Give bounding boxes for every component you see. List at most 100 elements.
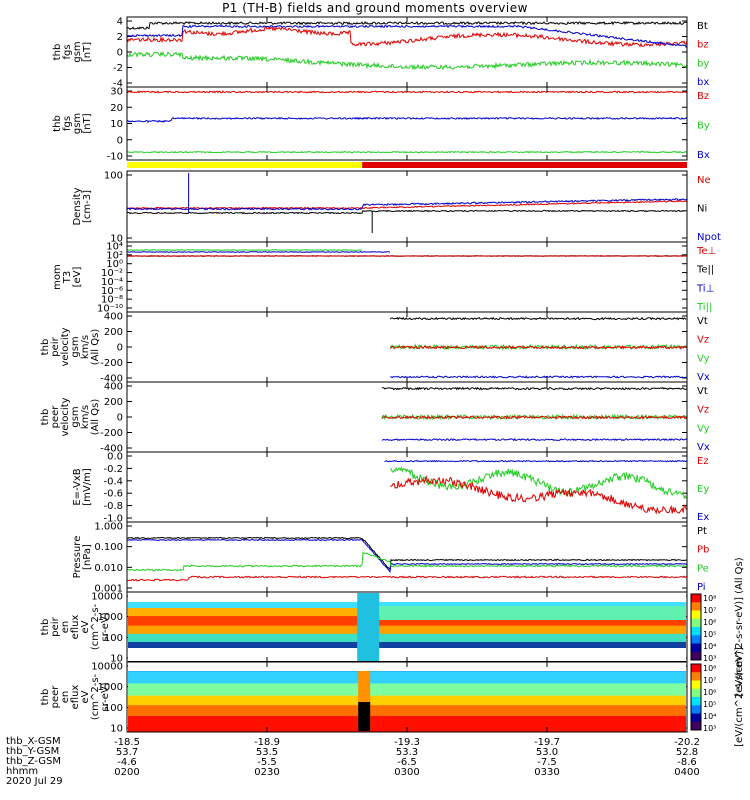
ytick-density-0: 100 <box>104 171 123 182</box>
footer-z-3: -7.5 <box>537 757 557 768</box>
ylabel-fgs2-2: gsm <box>72 113 83 134</box>
ytick-peir_vel-0: 400 <box>104 312 123 323</box>
ytick-peir_en-2: 100 <box>104 633 123 644</box>
legend-peer_vel-Vz: Vz <box>697 405 709 416</box>
trace-By <box>127 150 688 154</box>
ytick-peir_vel-4: -400 <box>100 374 123 385</box>
ylabel-peir_en-0: thb <box>40 619 51 636</box>
ylabel-peir_en-3: eflux <box>70 615 81 640</box>
colorbar-tick-peir_en-1: 10⁷ <box>703 606 716 615</box>
colorbar-frame-peir_en <box>690 593 702 661</box>
colorbar-tick-peer_en-3: 10⁵ <box>703 700 716 709</box>
ytick-pressure-1: 0.100 <box>94 542 123 553</box>
legend-peer_vel-Vy: Vy <box>697 423 710 434</box>
trace-Vt <box>389 316 687 321</box>
ylabel-fgs-2: gsm <box>72 41 83 62</box>
ytick-temp-3: 10⁻² <box>101 268 123 279</box>
ylabel-fgs2-3: [nT] <box>82 113 93 133</box>
ytick-efield-5: -1.0 <box>103 514 123 525</box>
ytick-pressure-3: 0.001 <box>94 584 123 595</box>
legend-peir_vel-Vt: Vt <box>697 316 708 327</box>
colorbar-peir_en-3 <box>691 618 701 628</box>
legend-pressure-Pb: Pb <box>697 545 709 556</box>
spec-transition <box>357 593 380 661</box>
panel-frame-density <box>126 170 688 243</box>
ytick-efield-3: -0.6 <box>103 489 123 500</box>
footer-x-0: -18.5 <box>114 737 140 748</box>
colorbar-tick-peer_en-4: 10⁴ <box>703 712 716 721</box>
region-bar-yellow <box>127 162 363 168</box>
ylabel-fgs-3: [nT] <box>82 42 93 62</box>
legend-density-Ne: Ne <box>697 175 711 186</box>
panel-density: Density [cm-3] 100 10 Ne Ni Npot <box>72 170 721 245</box>
footer-y-4: 52.8 <box>676 747 698 758</box>
footer-label-z: thb_Z-GSM <box>6 756 61 767</box>
trace-Vz <box>381 414 687 420</box>
ylabel-fgs2-0: thb <box>52 115 63 132</box>
legend-peir_vel-Vz: Vz <box>697 335 709 346</box>
ytick-peir_en-1: 1000 <box>98 612 123 623</box>
ytick-peer_vel-1: 200 <box>104 397 123 408</box>
legend-peir_vel-Vx: Vx <box>697 372 710 383</box>
ytick-pressure-2: 0.010 <box>94 563 123 574</box>
ytick-peer_en-2: 100 <box>104 703 123 714</box>
ylabel-peer_vel-1: peer <box>50 405 61 429</box>
ylabel-pressure-0: Pressure <box>72 536 83 579</box>
colorbar-peer_en-0 <box>691 664 701 673</box>
ytick-peer_en-0: 10000 <box>91 662 123 673</box>
ylabel-peir_vel-2: velocity <box>60 327 71 366</box>
ylabel-efield-1: [mV/m] <box>82 468 93 506</box>
footer-label-hhmm: hhmm <box>6 766 39 777</box>
trace-Pe <box>126 551 688 572</box>
colorbar-peir_en-4 <box>691 627 701 636</box>
legend-fgs2-Bx: Bx <box>697 150 710 161</box>
legend-fgs2-Bz: Bz <box>697 91 709 102</box>
ylabel-peer_vel-0: thb <box>40 409 51 426</box>
footer-hhmm-3: 0330 <box>534 767 559 778</box>
legend-peer_vel-Vt: Vt <box>697 386 708 397</box>
ylabel-density-1: [cm-3] <box>82 190 93 223</box>
colorbar-peir_en-6 <box>691 643 701 653</box>
footer-hhmm-0: 0200 <box>114 767 139 778</box>
ytick-peir_en-0: 10000 <box>91 592 123 603</box>
legend-efield-Ex: Ex <box>697 512 709 523</box>
ylabel-fgs-1: fgs <box>62 44 73 59</box>
ytick-temp-6: 10⁻⁸ <box>101 295 123 306</box>
colorbar-tick-peir_en-4: 10⁴ <box>703 642 716 651</box>
ylabel-peer_en-6: sr-eV) <box>100 682 111 711</box>
ytick-peer_vel-0: 400 <box>104 382 123 393</box>
footer-z-0: -4.6 <box>117 757 137 768</box>
footer-hhmm-1: 0230 <box>254 767 279 778</box>
spec-upper-band <box>379 606 686 620</box>
colorbar-peer_en-5 <box>691 705 701 714</box>
ytick-efield-1: -0.2 <box>103 464 123 475</box>
panel-fgs: thb fgs gsm [nT] 4 2 0 -2 -4 Bt bz by bx <box>52 16 709 90</box>
ylabel-peer_vel-5: (All Qs) <box>90 399 101 436</box>
ylabel-temp-2: [eV] <box>72 267 83 288</box>
colorbar-peir_en-1 <box>691 602 701 611</box>
ylabel-peir_en-1: peir <box>50 616 61 636</box>
ytick-efield-0: 0.0 <box>107 452 123 463</box>
spec-band-peer_en-1 <box>128 671 686 684</box>
panel-frame-pressure <box>126 521 688 593</box>
ylabel-fgs2-1: fgs <box>62 116 73 131</box>
colorbar-peer_en-1 <box>691 672 701 681</box>
trace-Ey <box>390 465 687 500</box>
ylabel-fgs-0: thb <box>52 44 63 61</box>
colorbar-peir_en-7 <box>691 651 701 661</box>
ylabel-peir_en-2: en <box>60 621 71 634</box>
ytick-fgs-4: -4 <box>113 79 123 90</box>
panel-frame-fgs2 <box>126 86 688 161</box>
colorbar-tick-peir_en-2: 10⁶ <box>703 618 716 627</box>
footer-z-2: -6.5 <box>397 757 417 768</box>
spec-empty-top <box>128 593 686 602</box>
ytick-peir_vel-1: 200 <box>104 327 123 338</box>
footer-label-date: 2020 Jul 29 <box>6 776 63 787</box>
ytick-peer_en-3: 10 <box>110 724 123 735</box>
footer-y-3: 53.0 <box>536 747 558 758</box>
ylabel-peir_vel-1: peir <box>50 336 61 356</box>
footer-x-2: -19.3 <box>394 737 420 748</box>
panel-peir_vel: thb peir velocity gsm km/s (All Qs)400 200 0 -20… <box>40 311 710 385</box>
ytick-temp-1: 10² <box>106 250 123 261</box>
